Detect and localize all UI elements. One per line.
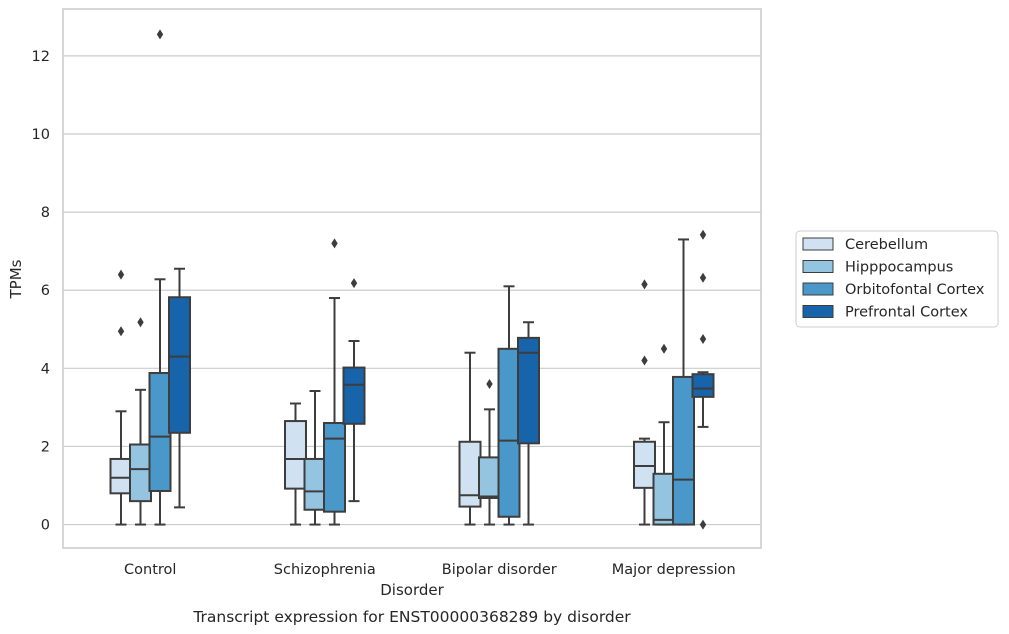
legend-label: Prefrontal Cortex: [845, 305, 968, 321]
outlier-marker: [660, 343, 668, 354]
y-tick-label: 8: [41, 205, 50, 221]
x-tick-label: Schizophrenia: [274, 562, 376, 578]
box-iqr: [517, 336, 540, 445]
box-prefrontal-cortex: [691, 229, 715, 530]
category-group: [633, 229, 715, 530]
box-hipppocampus: [652, 343, 676, 526]
legend-label: Cerebellum: [845, 237, 928, 253]
box-iqr: [478, 456, 501, 500]
outlier-marker: [117, 326, 125, 337]
outlier-marker: [350, 278, 358, 289]
box-cerebellum: [284, 402, 307, 526]
box-orbitofontal-cortex: [148, 29, 172, 526]
box-iqr: [652, 472, 676, 526]
box-cerebellum: [458, 351, 482, 526]
box-orbitofontal-cortex: [323, 238, 346, 526]
legend-swatch: [802, 282, 834, 296]
box-iqr: [342, 366, 366, 425]
x-tick-label: Control: [124, 562, 176, 578]
box-iqr: [323, 422, 346, 513]
x-axis: Control Schizophrenia Bipolar disorder Majo…: [124, 562, 736, 578]
legend-frame: [795, 230, 999, 328]
outlier-marker: [117, 269, 125, 280]
outlier-marker: [699, 229, 707, 240]
x-tick-label: Bipolar disorder: [442, 562, 557, 578]
x-tick-label: Major depression: [612, 562, 736, 578]
box-prefrontal-cortex: [168, 267, 191, 509]
box-hipppocampus: [129, 317, 152, 526]
y-tick-label: 6: [41, 283, 50, 299]
box-groups: [109, 29, 715, 530]
legend-label: Hipppocampus: [845, 260, 953, 276]
y-tick-label: 12: [32, 49, 50, 65]
box-iqr: [109, 457, 133, 495]
box-hipppocampus: [303, 389, 327, 526]
plot-area-frame: [62, 8, 762, 549]
outlier-marker: [156, 29, 164, 40]
outlier-marker: [699, 272, 707, 283]
y-tick-label: 0: [41, 518, 50, 534]
outlier-marker: [641, 279, 648, 290]
y-tick-label: 4: [41, 361, 50, 377]
box-iqr: [168, 296, 191, 434]
category-group: [284, 238, 366, 526]
y-axis: 0 2 4 6 8 10 12: [32, 49, 50, 534]
box-iqr: [303, 457, 327, 511]
outlier-marker: [137, 317, 144, 328]
outlier-marker: [641, 355, 648, 366]
legend-label: Orbitofontal Cortex: [845, 282, 985, 298]
category-group: [109, 29, 191, 526]
category-group: [458, 285, 540, 526]
outlier-marker: [486, 378, 493, 389]
y-tick-label: 2: [41, 439, 50, 455]
box-iqr: [497, 347, 521, 518]
box-iqr: [691, 373, 715, 398]
box-prefrontal-cortex: [342, 278, 366, 503]
box-iqr: [458, 440, 482, 508]
chart-caption: Transcript expression for ENST0000036828…: [192, 608, 631, 626]
legend-swatch: [802, 260, 834, 273]
legend: Cerebellum Hipppocampus Orbitofontal Corte…: [795, 230, 999, 328]
outlier-marker: [699, 519, 707, 530]
box-iqr: [148, 372, 172, 492]
legend-swatch: [802, 305, 834, 318]
box-orbitofontal-cortex: [672, 238, 695, 526]
x-axis-label: Disorder: [380, 581, 444, 599]
box-cerebellum: [109, 269, 133, 526]
y-axis-label: TPMs: [7, 259, 25, 299]
outlier-marker: [699, 334, 707, 345]
box-cerebellum: [633, 279, 656, 526]
box-prefrontal-cortex: [517, 321, 540, 526]
box-iqr: [284, 420, 307, 490]
legend-swatch: [802, 237, 834, 251]
box-iqr: [633, 440, 656, 489]
y-tick-label: 10: [32, 127, 50, 143]
box-iqr: [129, 443, 152, 503]
outlier-marker: [331, 238, 338, 249]
box-orbitofontal-cortex: [497, 285, 521, 526]
box-iqr: [672, 375, 695, 526]
box-hipppocampus: [478, 378, 501, 526]
